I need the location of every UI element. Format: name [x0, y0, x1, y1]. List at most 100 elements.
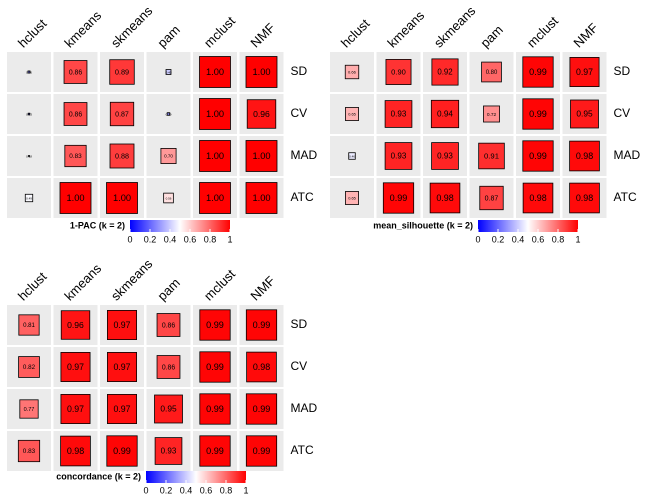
- value-label: 0.98: [253, 362, 270, 372]
- value-label: 0.93: [161, 447, 177, 456]
- value-square: [109, 101, 135, 127]
- column-label: pam: [477, 22, 505, 50]
- colorbar: [478, 220, 578, 232]
- value-label: 0.99: [529, 67, 547, 77]
- value-square: [246, 351, 277, 383]
- value-square: [18, 314, 40, 336]
- colorbar-tick-label: 0.2: [144, 234, 157, 244]
- value-square: [19, 399, 39, 419]
- value-label: 0.65: [348, 112, 356, 117]
- value-square: [385, 59, 412, 85]
- colorbar-tick-label: 0.6: [532, 234, 545, 244]
- value-label: 0.23: [26, 112, 32, 116]
- value-label: 0.89: [115, 67, 129, 76]
- value-square: [24, 193, 34, 203]
- value-label: 0.99: [390, 193, 408, 203]
- value-square: [109, 143, 135, 169]
- value-square: [60, 310, 91, 340]
- value-square: [345, 107, 359, 121]
- column-label: mclust: [201, 266, 238, 303]
- value-label: 1.00: [206, 193, 224, 203]
- value-square: [106, 435, 138, 467]
- value-square: [522, 182, 554, 214]
- value-square: [60, 352, 91, 382]
- colorbar-tick-label: 0.4: [512, 234, 525, 244]
- value-label: 0.80: [486, 70, 498, 76]
- value-label: 0.86: [69, 111, 83, 118]
- legend-title: 1-PAC (k = 2): [70, 220, 125, 230]
- value-label: 0.98: [436, 193, 453, 203]
- value-square: [199, 351, 231, 383]
- value-square: [199, 98, 231, 130]
- colorbar-tick-label: 1: [227, 234, 232, 244]
- column-label: NMF: [570, 20, 601, 51]
- column-label: mclust: [201, 13, 238, 50]
- value-label: 0.49: [26, 196, 32, 200]
- value-label: 0.99: [529, 151, 547, 161]
- value-square: [345, 191, 359, 205]
- colorbar-tick-label: 0: [143, 485, 148, 495]
- value-square: [570, 99, 599, 129]
- column-label: mclust: [524, 13, 561, 50]
- value-label: 0.95: [576, 109, 593, 119]
- colorbar: [146, 471, 246, 483]
- row-label: SD: [291, 64, 308, 78]
- value-label: 0.87: [115, 111, 129, 118]
- value-label: 0.87: [485, 195, 499, 202]
- value-label: 0.99: [253, 404, 271, 414]
- value-square: [199, 56, 231, 88]
- value-label: 1.00: [66, 193, 84, 203]
- value-square: [63, 102, 88, 126]
- row-label: CV: [614, 106, 631, 120]
- value-label: 0.93: [391, 110, 407, 119]
- value-square: [431, 58, 459, 86]
- value-square: [63, 60, 88, 84]
- value-square: [245, 140, 278, 172]
- value-square: [59, 182, 92, 214]
- value-square: [163, 192, 174, 204]
- value-label: 0.98: [576, 193, 593, 203]
- colorbar-tick-label: 0.4: [164, 234, 177, 244]
- value-square: [382, 182, 415, 214]
- value-label: 0.97: [67, 404, 84, 414]
- column-label: hclust: [15, 16, 50, 51]
- row-label: SD: [291, 317, 308, 331]
- value-label: 0.86: [69, 69, 83, 76]
- row-label: MAD: [291, 401, 318, 415]
- colorbar: [130, 220, 230, 232]
- value-label: 0.94: [437, 110, 453, 119]
- value-label: 0.97: [576, 67, 593, 77]
- value-square: [27, 112, 31, 116]
- value-label: 0.82: [23, 364, 36, 371]
- value-label: 0.77: [24, 407, 35, 413]
- column-label: hclust: [338, 16, 373, 51]
- row-label: CV: [291, 106, 308, 120]
- value-square: [429, 182, 461, 214]
- value-square: [199, 393, 231, 425]
- value-label: 0.97: [113, 320, 130, 330]
- value-label: 0.66: [348, 70, 357, 75]
- value-label: 0.90: [391, 67, 406, 76]
- column-label: pam: [154, 22, 182, 50]
- colorbar-tick-label: 0: [127, 234, 132, 244]
- colorbar-tick-label: 0.8: [220, 485, 233, 495]
- value-label: 0.56: [166, 196, 172, 200]
- row-label: ATC: [291, 443, 314, 457]
- column-label: skmeans: [431, 3, 479, 51]
- value-label: 0.29: [166, 112, 172, 116]
- value-label: 0.99: [206, 404, 224, 414]
- value-square: [199, 435, 231, 467]
- value-label: 0.46: [349, 154, 355, 158]
- value-label: 0.83: [23, 448, 36, 455]
- value-square: [384, 142, 413, 170]
- value-square: [64, 144, 87, 168]
- legend-title: mean_silhouette (k = 2): [373, 220, 473, 230]
- value-label: 0.98: [529, 193, 546, 203]
- colorbar-tick-label: 0: [475, 234, 480, 244]
- colorbar-tick-label: 0.8: [552, 234, 565, 244]
- value-square: [348, 152, 356, 160]
- colorbar-tick-label: 0.6: [184, 234, 197, 244]
- row-label: MAD: [614, 148, 641, 162]
- value-square: [154, 437, 183, 465]
